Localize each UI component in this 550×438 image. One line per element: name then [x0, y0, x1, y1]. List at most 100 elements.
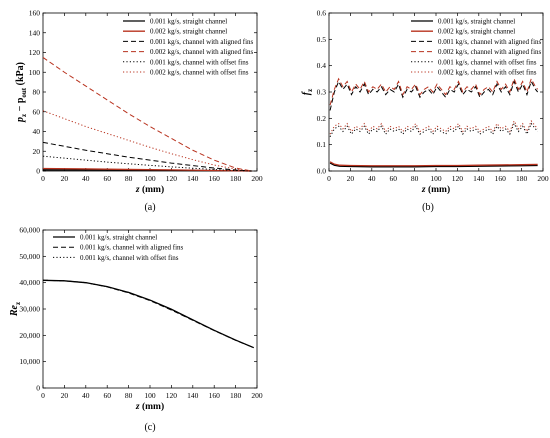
- x-tick-label: 160: [209, 174, 221, 183]
- x-tick-label: 120: [452, 174, 464, 183]
- legend-label: 0.001 kg/s, channel with offset fins: [80, 254, 179, 262]
- series-line-6: [42, 110, 252, 172]
- y-tick-label: 0: [36, 167, 40, 176]
- panel-label: (c): [144, 422, 155, 433]
- x-tick-label: 200: [251, 391, 263, 400]
- y-tick-label: 30,000: [19, 305, 40, 314]
- legend-label: 0.002 kg/s, channel with offset fins: [150, 69, 249, 77]
- y-tick-label: 50,000: [19, 252, 40, 261]
- y-tick-label: 10,000: [19, 357, 40, 366]
- y-tick-label: 60: [33, 107, 41, 116]
- x-tick-label: 200: [537, 174, 549, 183]
- x-tick-label: 20: [61, 391, 69, 400]
- x-axis-label: z (mm): [135, 184, 164, 195]
- series-line-4: [42, 57, 252, 172]
- series-line-3: [329, 80, 539, 111]
- series-line-5: [329, 122, 539, 138]
- x-tick-label: 140: [473, 174, 485, 183]
- series-line-3: [42, 141, 252, 172]
- x-tick-label: 60: [389, 174, 397, 183]
- plot-area: [328, 12, 544, 172]
- x-tick-label: 140: [187, 391, 199, 400]
- legend-label: 0.001 kg/s, channel with offset fins: [150, 58, 249, 66]
- series-line-6: [329, 119, 539, 135]
- x-tick-label: 180: [230, 174, 242, 183]
- x-tick-label: 120: [166, 391, 178, 400]
- x-tick-label: 40: [368, 174, 376, 183]
- y-tick-label: 20,000: [19, 331, 40, 340]
- y-tick-label: 140: [29, 28, 41, 37]
- legend-label: 0.001 kg/s, channel with aligned fins: [80, 244, 184, 252]
- legend-label: 0.001 kg/s, channel with aligned fins: [438, 38, 542, 46]
- legend-label: 0.001 kg/s, straight channel: [150, 18, 227, 26]
- chart-panel-1: 0 20 40 60 80 100 120 140 160 180 200 0 20 40 60 80 100 1…: [15, 9, 263, 214]
- series-line-1: [329, 162, 538, 168]
- series-line-3: [42, 279, 254, 349]
- legend-label: 0.002 kg/s, straight channel: [438, 28, 515, 36]
- legend-label: 0.002 kg/s, channel with offset fins: [438, 69, 537, 77]
- x-tick-label: 0: [327, 174, 331, 183]
- panel-label: (a): [144, 202, 155, 213]
- y-tick-label: 0.1: [317, 140, 327, 149]
- x-tick-label: 0: [41, 391, 45, 400]
- x-axis-label: z (mm): [421, 184, 450, 195]
- x-tick-label: 100: [144, 174, 156, 183]
- x-tick-label: 20: [347, 174, 355, 183]
- y-tick-label: 0.4: [317, 61, 327, 70]
- x-tick-label: 80: [125, 391, 133, 400]
- series-line-1: [42, 279, 255, 349]
- legend-label: 0.001 kg/s, channel with aligned fins: [150, 38, 254, 46]
- y-axis-label: Rez: [9, 302, 22, 317]
- y-tick-label: 0: [36, 384, 40, 393]
- series-line-2: [42, 167, 252, 172]
- legend-label: 0.001 kg/s, straight channel: [80, 234, 157, 242]
- y-tick-label: 120: [29, 48, 41, 57]
- x-tick-label: 100: [430, 174, 442, 183]
- chart-panel-2: 0 20 40 60 80 100 120 140 160 180 200 0.0 0.1 0.2 0.3 0…: [301, 9, 549, 214]
- panel-label: (b): [422, 202, 434, 213]
- x-tick-label: 80: [411, 174, 419, 183]
- x-tick-label: 0: [41, 174, 45, 183]
- y-tick-label: 60,000: [19, 226, 40, 235]
- x-tick-label: 60: [103, 391, 111, 400]
- y-tick-label: 0.2: [317, 114, 327, 123]
- x-tick-label: 20: [61, 174, 69, 183]
- legend: 0.001 kg/s, straight channel 0.002 kg/s, …: [123, 18, 254, 77]
- legend-label: 0.001 kg/s, channel with offset fins: [438, 58, 537, 66]
- x-tick-label: 80: [125, 174, 133, 183]
- x-axis-label: z (mm): [135, 401, 164, 412]
- y-axis-label: fz: [301, 89, 314, 95]
- x-tick-label: 140: [187, 174, 199, 183]
- legend: 0.001 kg/s, straight channel 0.002 kg/s, …: [411, 18, 542, 77]
- x-tick-label: 160: [495, 174, 507, 183]
- y-tick-label: 0.5: [317, 35, 327, 44]
- x-tick-label: 60: [103, 174, 111, 183]
- x-tick-label: 160: [209, 391, 221, 400]
- x-tick-label: 40: [82, 174, 90, 183]
- y-tick-label: 100: [29, 68, 41, 77]
- legend-label: 0.002 kg/s, straight channel: [150, 28, 227, 36]
- chart-panel-3: 0 20 40 60 80 100 120 140 160 180 200 0 10,000 20,000…: [9, 226, 263, 434]
- x-tick-label: 200: [251, 174, 263, 183]
- y-tick-label: 0.0: [317, 167, 327, 176]
- x-tick-label: 180: [516, 174, 528, 183]
- x-tick-label: 40: [82, 391, 90, 400]
- series-line-2: [329, 161, 538, 167]
- y-tick-label: 160: [29, 9, 41, 18]
- y-tick-label: 0.3: [317, 88, 327, 97]
- y-tick-label: 40: [33, 127, 41, 136]
- series-line-4: [329, 77, 539, 106]
- x-tick-label: 120: [166, 174, 178, 183]
- x-tick-label: 100: [144, 391, 156, 400]
- y-tick-label: 0.6: [317, 9, 327, 18]
- legend-label: 0.001 kg/s, straight channel: [438, 18, 515, 26]
- legend: 0.001 kg/s, straight channel 0.001 kg/s, …: [53, 234, 184, 262]
- legend-label: 0.002 kg/s, channel with aligned fins: [438, 48, 542, 56]
- x-tick-label: 180: [230, 391, 242, 400]
- legend-label: 0.002 kg/s, channel with aligned fins: [150, 48, 254, 56]
- y-axis-label: pz − pout (kPa): [15, 62, 28, 123]
- y-tick-label: 40,000: [19, 278, 40, 287]
- y-tick-label: 80: [33, 88, 41, 97]
- series-line-2: [42, 279, 254, 349]
